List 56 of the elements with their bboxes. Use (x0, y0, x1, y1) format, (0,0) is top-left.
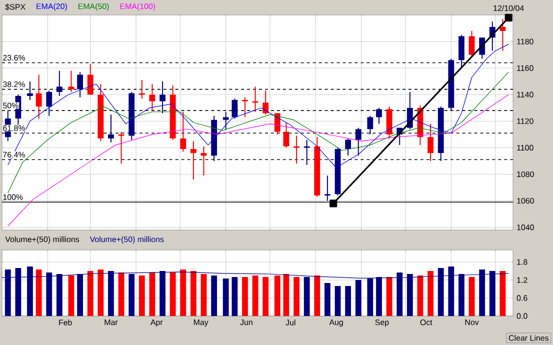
candlestick (36, 74, 42, 120)
candlestick (222, 111, 229, 130)
bar (252, 276, 258, 316)
bar (180, 270, 186, 316)
bar (222, 278, 229, 316)
bar (190, 271, 196, 316)
candlestick (46, 90, 52, 116)
candlestick (77, 72, 83, 98)
candlestick (68, 70, 74, 92)
bar (87, 271, 94, 316)
bar (211, 276, 218, 316)
bar (242, 277, 248, 316)
candlestick (345, 138, 352, 156)
candlestick (118, 131, 124, 164)
candlestick (283, 122, 290, 148)
bar (294, 277, 300, 316)
candlestick (367, 115, 374, 135)
bar (386, 277, 392, 316)
candlestick (27, 80, 33, 100)
candlestick (108, 114, 114, 143)
bar (324, 283, 330, 316)
candlestick (232, 98, 238, 120)
bar (68, 276, 74, 316)
bar (262, 277, 269, 316)
candlestick (458, 34, 464, 68)
bar (138, 276, 145, 316)
bar (200, 274, 207, 316)
bar (36, 270, 42, 316)
bar (417, 276, 424, 316)
candlestick (428, 123, 434, 162)
candlestick (324, 175, 330, 202)
bar (149, 272, 156, 316)
bar (118, 272, 124, 316)
bar (428, 271, 434, 316)
bar (274, 276, 280, 316)
bar (345, 286, 352, 316)
candlestick (355, 127, 362, 156)
bar (232, 277, 238, 316)
bar (500, 271, 506, 316)
bar (334, 286, 341, 316)
candlestick (242, 96, 248, 118)
bar (468, 277, 475, 316)
candlestick (87, 64, 94, 96)
candlestick (500, 18, 506, 52)
candlestick (149, 84, 156, 112)
candlestick (180, 111, 186, 152)
bar (283, 274, 290, 316)
bar (170, 272, 176, 316)
candlestick (56, 70, 62, 96)
candlestick (468, 30, 475, 57)
candlestick (160, 80, 166, 114)
bar (98, 270, 104, 316)
candlestick (190, 140, 196, 180)
candlestick (376, 107, 382, 124)
candlestick (262, 90, 269, 116)
bar (314, 276, 320, 316)
